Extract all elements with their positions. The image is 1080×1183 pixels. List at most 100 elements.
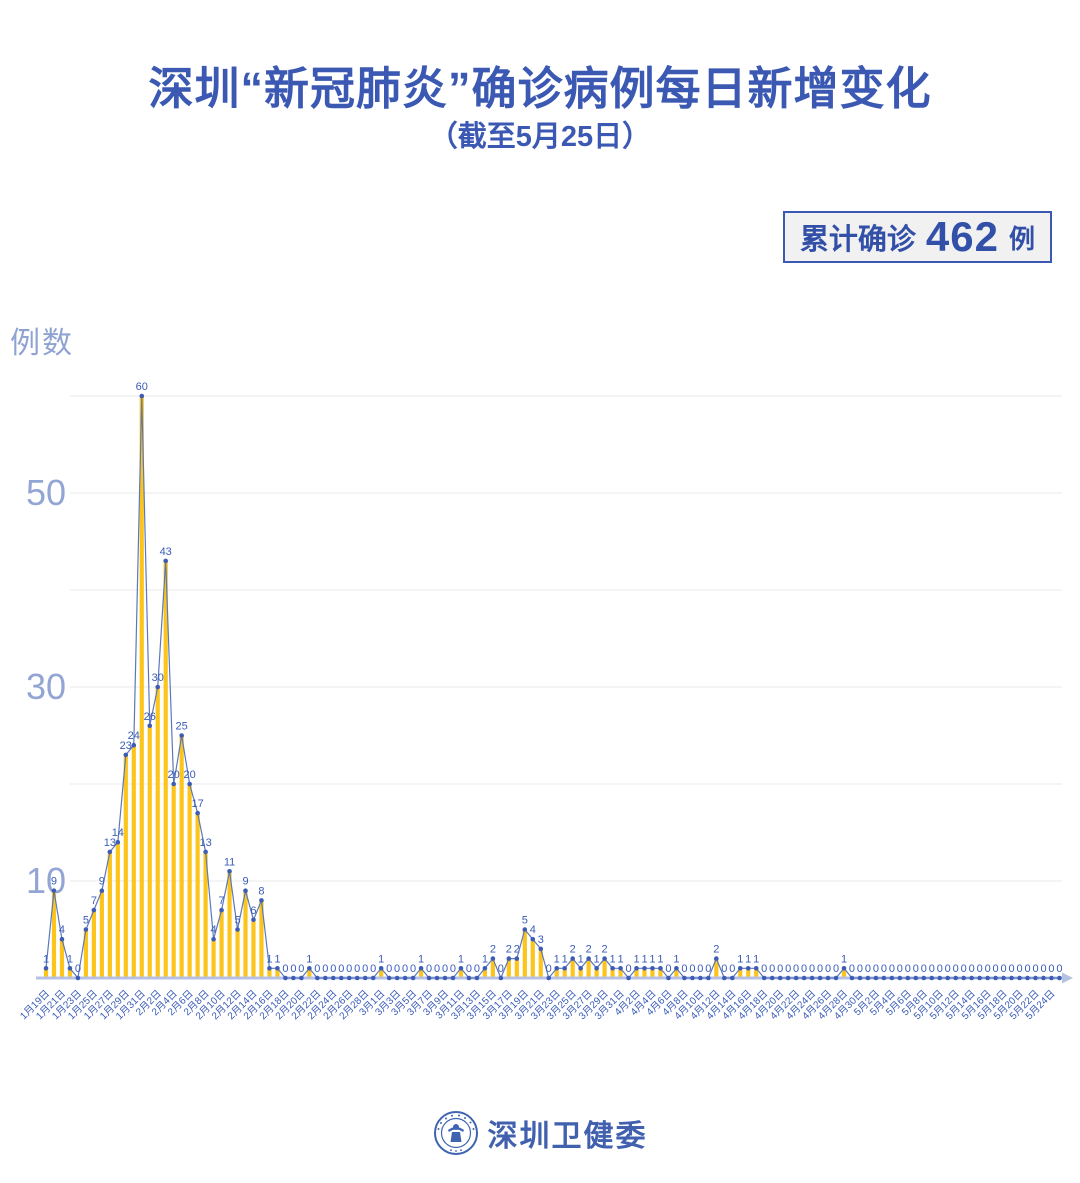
data-point-label: 0 [665, 963, 671, 975]
data-point [833, 975, 839, 981]
bar [163, 560, 168, 978]
bar [83, 929, 88, 978]
y-tick-label: 50 [25, 472, 66, 513]
data-point-label: 0 [1048, 963, 1054, 975]
data-point [315, 975, 320, 981]
data-point [466, 975, 472, 981]
data-point [945, 975, 951, 981]
data-point-label: 0 [450, 963, 456, 975]
data-point-label: 1 [562, 953, 568, 965]
data-point [378, 966, 384, 971]
data-point-label: 0 [314, 963, 320, 975]
data-point [777, 975, 783, 981]
data-point-label: 0 [1016, 963, 1022, 975]
data-point [123, 752, 129, 758]
data-point-label: 0 [849, 963, 855, 975]
data-point-label: 0 [897, 963, 903, 975]
bar [586, 958, 591, 978]
data-point [458, 966, 464, 971]
bar [107, 851, 112, 978]
bar [235, 929, 240, 978]
data-point-label: 1 [378, 953, 384, 965]
data-point-label: 0 [817, 963, 823, 975]
data-point [769, 975, 775, 981]
y-tick-label: 10 [25, 860, 66, 901]
data-point [1041, 975, 1046, 981]
data-point [666, 975, 671, 981]
data-point [594, 966, 599, 971]
data-point-label: 1 [673, 953, 679, 965]
data-point-label: 2 [602, 944, 608, 956]
data-point [610, 966, 615, 971]
data-point-label: 4 [211, 924, 217, 936]
data-point [570, 956, 575, 961]
data-point-label: 0 [498, 963, 504, 975]
data-point-label: 1 [641, 953, 647, 965]
data-point-label: 0 [338, 963, 344, 975]
bar [610, 968, 615, 978]
data-point [650, 966, 655, 971]
bar [738, 968, 743, 978]
data-point-label: 0 [298, 963, 304, 975]
bar [554, 968, 559, 978]
data-point-label: 0 [833, 963, 839, 975]
data-point [1049, 975, 1054, 981]
bar [594, 968, 599, 978]
data-point-label: 0 [953, 963, 959, 975]
bar [642, 968, 647, 978]
data-point [91, 907, 97, 913]
bar [754, 968, 759, 978]
data-point [578, 966, 583, 971]
data-point [155, 684, 161, 690]
data-point [506, 956, 512, 961]
data-point [227, 869, 232, 874]
data-point [793, 975, 799, 981]
shenzhen-health-commission-logo-icon [433, 1111, 478, 1155]
data-point [761, 975, 767, 981]
data-point-label: 13 [104, 837, 116, 849]
y-tick-label: 30 [25, 666, 66, 707]
data-point [1017, 975, 1022, 981]
data-point-label: 1 [274, 953, 280, 965]
data-point [99, 888, 105, 893]
bar [514, 958, 519, 978]
bar [674, 968, 679, 978]
data-point-label: 1 [482, 953, 488, 965]
data-point-label: 1 [841, 953, 847, 965]
data-point [267, 966, 272, 971]
data-point-label: 1 [266, 953, 272, 965]
data-point-label: 0 [442, 963, 448, 975]
bar [538, 948, 543, 978]
data-point-label: 1 [458, 953, 464, 965]
data-point [729, 975, 735, 981]
bar [267, 968, 272, 978]
data-point-label: 0 [801, 963, 807, 975]
bar [155, 687, 160, 978]
data-point-label: 0 [1056, 963, 1062, 975]
data-point-label: 4 [59, 924, 65, 936]
bar [259, 900, 264, 978]
data-point-label: 3 [538, 934, 544, 946]
data-point-label: 9 [242, 876, 248, 888]
data-point-label: 1 [610, 953, 616, 965]
data-point [251, 917, 256, 923]
data-point [785, 975, 791, 981]
data-point-label: 0 [402, 963, 408, 975]
data-point-label: 20 [168, 769, 180, 781]
data-point-label: 5 [234, 915, 240, 927]
data-point-label: 0 [905, 963, 911, 975]
data-point-label: 0 [929, 963, 935, 975]
data-point-label: 0 [793, 963, 799, 975]
bar [227, 871, 232, 978]
data-point [849, 975, 855, 981]
data-point [969, 975, 974, 981]
data-point [386, 975, 392, 981]
data-point [929, 975, 935, 981]
data-point-label: 1 [67, 953, 73, 965]
data-point-label: 26 [144, 711, 156, 723]
data-point [450, 975, 456, 981]
bar [115, 842, 120, 978]
data-point-label: 0 [697, 963, 703, 975]
bar [570, 958, 575, 978]
